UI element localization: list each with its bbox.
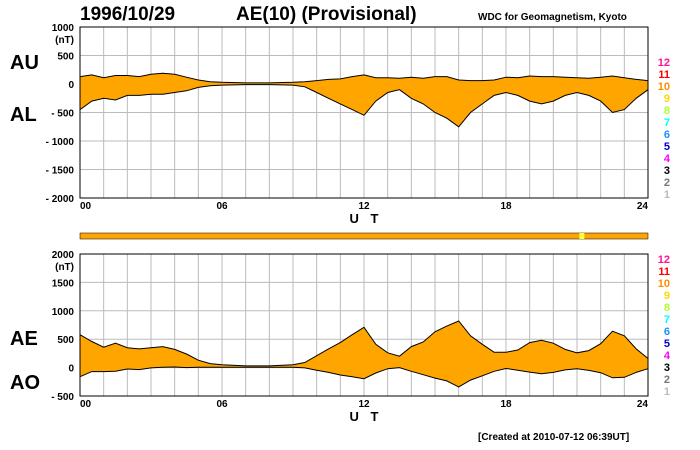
legend-item: 12: [658, 254, 670, 266]
legend-item: 11: [658, 69, 670, 81]
legend-item: 6: [664, 326, 670, 338]
y-tick-label: - 500: [51, 109, 74, 120]
legend-item: 10: [658, 278, 670, 290]
legend-item: 8: [664, 302, 670, 314]
y-tick-label: 0: [68, 80, 74, 91]
x-tick-label: 18: [500, 399, 512, 410]
legend-item: 9: [664, 290, 670, 302]
legend-item: 1: [664, 189, 670, 201]
x-axis-label: U T: [350, 211, 383, 226]
y-tick-label: 1000: [52, 307, 75, 318]
y-unit-label: (nT): [55, 35, 74, 46]
legend-item: 3: [664, 165, 670, 177]
y-tick-label: - 2000: [46, 194, 75, 205]
y-tick-label: 500: [57, 335, 74, 346]
legend-item: 5: [664, 338, 670, 350]
series-line-al: [79, 84, 649, 128]
series-line-ae: [79, 320, 649, 367]
x-tick-label: 00: [80, 399, 92, 410]
plot-border: [79, 26, 649, 199]
legend-item: 4: [664, 153, 671, 165]
x-tick-label: 06: [216, 201, 228, 212]
x-tick-label: 00: [80, 201, 92, 212]
chart-title: AE(10) (Provisional): [236, 4, 417, 25]
x-tick-label: 24: [637, 399, 649, 410]
x-tick-label: 18: [500, 201, 512, 212]
legend-item: 2: [664, 177, 670, 189]
legend-item: 1: [664, 386, 670, 398]
bottom-panel: 2000 1500 1000 500 0 - 500 (nT) 00 06 12 18 24 U T: [51, 250, 649, 424]
y-tick-label: 500: [57, 52, 74, 63]
plot-border: [79, 253, 649, 397]
legend-item: 9: [664, 93, 670, 105]
y-unit-label: (nT): [55, 262, 74, 273]
data-source: WDC for Geomagnetism, Kyoto: [478, 12, 627, 23]
x-axis-label: U T: [350, 409, 383, 424]
series-line-ao: [79, 366, 649, 388]
station-coverage-bar: [79, 232, 649, 240]
coverage-bar-fill: [79, 232, 649, 240]
bottom-lower-label: AO: [10, 372, 40, 394]
legend-item: 12: [658, 57, 670, 69]
x-tick-label: 24: [637, 201, 649, 212]
legend-item: 3: [664, 362, 670, 374]
y-tick-label: - 1000: [46, 137, 75, 148]
legend-item: 6: [664, 129, 670, 141]
y-tick-label: 1500: [52, 278, 75, 289]
y-tick-label: 2000: [52, 250, 75, 261]
y-tick-label: - 1500: [46, 166, 75, 177]
legend-item: 4: [664, 350, 671, 362]
chart-date: 1996/10/29: [80, 4, 176, 25]
coverage-bar-highlight: [579, 233, 585, 239]
x-tick-label: 12: [358, 201, 370, 212]
legend-item: 7: [664, 314, 670, 326]
y-tick-label: 1000: [52, 23, 75, 34]
legend-item: 10: [658, 81, 670, 93]
series-area-fill: [80, 321, 648, 387]
created-timestamp: [Created at 2010-07-12 06:39UT]: [478, 432, 630, 443]
legend-item: 5: [664, 141, 670, 153]
x-tick-label: 06: [216, 399, 228, 410]
bottom-upper-label: AE: [10, 328, 38, 350]
top-lower-label: AL: [10, 104, 37, 126]
legend-item: 7: [664, 117, 670, 129]
x-tick-label: 12: [358, 399, 370, 410]
y-tick-label: 0: [68, 364, 74, 375]
top-panel: 1000 500 0 - 500 - 1000 - 1500 - 2000 (nT) 00 06 1…: [46, 23, 649, 226]
series-area-fill: [80, 73, 648, 127]
top-upper-label: AU: [10, 52, 39, 74]
y-tick-label: - 500: [51, 392, 74, 403]
legend-item: 8: [664, 105, 670, 117]
series-line-au: [79, 72, 649, 84]
legend-item: 2: [664, 374, 670, 386]
legend-item: 11: [658, 266, 670, 278]
